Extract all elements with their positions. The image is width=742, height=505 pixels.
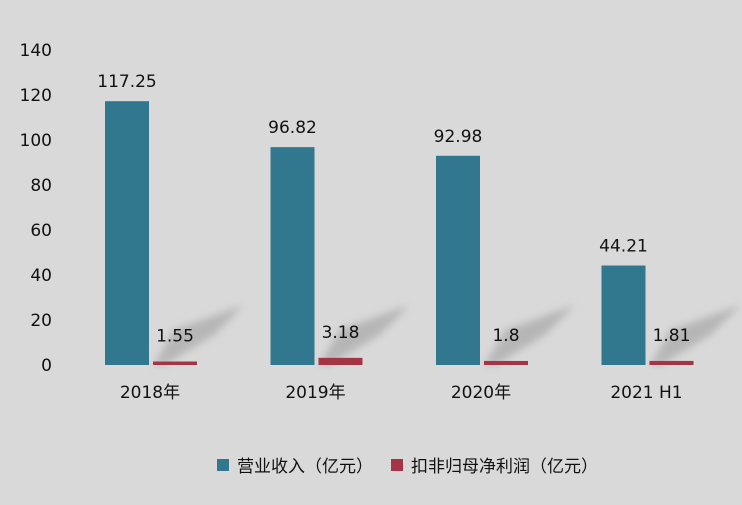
bar-revenue bbox=[601, 265, 646, 365]
bar-shadow bbox=[650, 305, 741, 365]
x-tick-label: 2021 H1 bbox=[610, 383, 682, 403]
bar-profit bbox=[484, 360, 528, 365]
bar-revenue bbox=[105, 101, 149, 365]
bar-revenue bbox=[436, 155, 480, 365]
bar-shadow bbox=[319, 305, 410, 365]
data-label-profit: 3.18 bbox=[322, 323, 360, 343]
bar-revenue bbox=[270, 147, 315, 365]
y-tick-label: 120 bbox=[20, 86, 52, 106]
legend-swatch-profit bbox=[391, 458, 403, 471]
bar-shadow bbox=[485, 305, 575, 365]
legend-label-revenue: 营业收入（亿元） bbox=[237, 457, 373, 477]
data-label-profit: 1.81 bbox=[653, 326, 691, 346]
data-label-revenue: 92.98 bbox=[434, 127, 483, 147]
x-tick-label: 2020年 bbox=[451, 383, 511, 403]
y-tick-label: 60 bbox=[30, 221, 52, 241]
legend: 营业收入（亿元） 扣非归母净利润（亿元） bbox=[217, 452, 616, 477]
bar-profit bbox=[318, 357, 363, 365]
legend-label-profit: 扣非归母净利润（亿元） bbox=[411, 457, 598, 477]
legend-swatch-revenue bbox=[217, 458, 229, 471]
legend-item-profit: 扣非归母净利润（亿元） bbox=[391, 452, 598, 477]
y-tick-label: 40 bbox=[30, 266, 52, 286]
data-label-profit: 1.55 bbox=[156, 327, 194, 347]
bar-profit bbox=[153, 361, 197, 365]
x-tick-label: 2019年 bbox=[285, 383, 345, 403]
x-tick-label: 2018年 bbox=[120, 383, 180, 403]
y-tick-label: 80 bbox=[30, 176, 52, 196]
y-tick-label: 20 bbox=[30, 311, 52, 331]
y-tick-label: 100 bbox=[20, 131, 52, 151]
y-tick-label: 140 bbox=[20, 41, 52, 61]
data-label-profit: 1.8 bbox=[492, 326, 519, 346]
data-label-revenue: 117.25 bbox=[97, 72, 156, 92]
y-tick-label: 0 bbox=[41, 356, 52, 376]
legend-item-revenue: 营业收入（亿元） bbox=[217, 452, 373, 477]
data-label-revenue: 44.21 bbox=[599, 237, 648, 257]
bar-profit bbox=[649, 360, 694, 365]
data-label-revenue: 96.82 bbox=[268, 118, 317, 138]
bar-shadow bbox=[154, 305, 244, 365]
